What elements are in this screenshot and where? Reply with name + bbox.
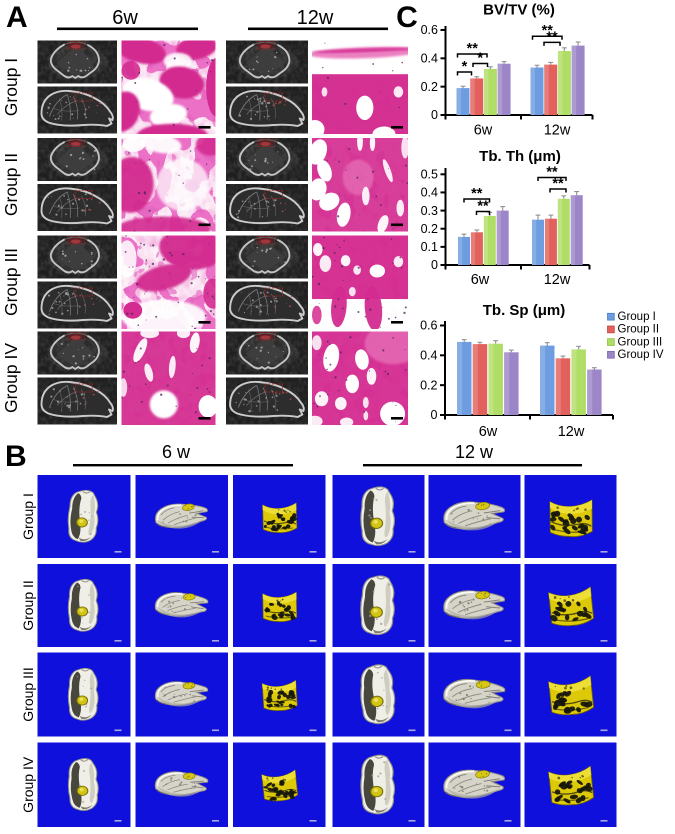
svg-text:Group I: Group I bbox=[618, 311, 656, 323]
svg-text:*: * bbox=[462, 59, 468, 75]
svg-text:0.6: 0.6 bbox=[421, 23, 438, 37]
svg-text:**: ** bbox=[477, 199, 489, 215]
svg-text:C: C bbox=[396, 1, 418, 34]
svg-text:Group II: Group II bbox=[618, 324, 660, 336]
svg-text:0: 0 bbox=[431, 108, 438, 122]
svg-text:12w: 12w bbox=[558, 424, 585, 440]
svg-text:0.6: 0.6 bbox=[420, 319, 437, 333]
svg-text:Group II: Group II bbox=[20, 580, 36, 631]
svg-text:**: ** bbox=[471, 186, 483, 202]
svg-text:Group III: Group III bbox=[20, 667, 36, 721]
svg-text:Tb. Sp (μm): Tb. Sp (μm) bbox=[483, 302, 566, 319]
svg-text:*: * bbox=[477, 51, 483, 67]
svg-text:Tb. Th (μm): Tb. Th (μm) bbox=[479, 148, 561, 165]
svg-text:Group III: Group III bbox=[618, 336, 663, 348]
svg-text:Group I: Group I bbox=[1, 58, 21, 116]
svg-text:0.4: 0.4 bbox=[421, 186, 438, 200]
svg-text:0.2: 0.2 bbox=[421, 222, 438, 236]
svg-text:**: ** bbox=[552, 176, 564, 192]
svg-text:6w: 6w bbox=[479, 424, 498, 440]
svg-text:0.2: 0.2 bbox=[420, 378, 437, 392]
svg-text:0.4: 0.4 bbox=[421, 52, 438, 66]
svg-text:**: ** bbox=[546, 165, 558, 181]
svg-text:Group II: Group II bbox=[1, 153, 21, 216]
svg-text:Group IV: Group IV bbox=[1, 343, 21, 413]
svg-text:12w: 12w bbox=[544, 272, 571, 288]
svg-text:A: A bbox=[6, 1, 28, 34]
svg-text:0.2: 0.2 bbox=[421, 80, 438, 94]
svg-text:Group III: Group III bbox=[1, 248, 21, 316]
svg-text:0.4: 0.4 bbox=[420, 349, 437, 363]
svg-text:**: ** bbox=[542, 23, 554, 39]
svg-text:0: 0 bbox=[431, 408, 438, 422]
svg-text:6w: 6w bbox=[471, 272, 490, 288]
svg-text:12w: 12w bbox=[297, 7, 334, 29]
svg-text:12w: 12w bbox=[544, 123, 571, 139]
svg-text:12 w: 12 w bbox=[455, 442, 494, 462]
svg-text:6w: 6w bbox=[112, 7, 138, 29]
svg-text:6 w: 6 w bbox=[162, 442, 191, 462]
svg-text:**: ** bbox=[467, 41, 479, 57]
svg-text:Group IV: Group IV bbox=[618, 349, 664, 361]
svg-text:6w: 6w bbox=[474, 123, 493, 139]
svg-text:Group IV: Group IV bbox=[20, 756, 36, 813]
svg-text:0.1: 0.1 bbox=[421, 240, 438, 254]
svg-text:0.5: 0.5 bbox=[421, 168, 438, 182]
svg-text:0: 0 bbox=[431, 258, 438, 272]
svg-text:0.3: 0.3 bbox=[421, 204, 438, 218]
svg-text:Group I: Group I bbox=[20, 493, 36, 540]
svg-text:BV/TV (%): BV/TV (%) bbox=[483, 2, 555, 19]
svg-text:B: B bbox=[5, 440, 27, 473]
svg-text:**: ** bbox=[546, 29, 558, 45]
